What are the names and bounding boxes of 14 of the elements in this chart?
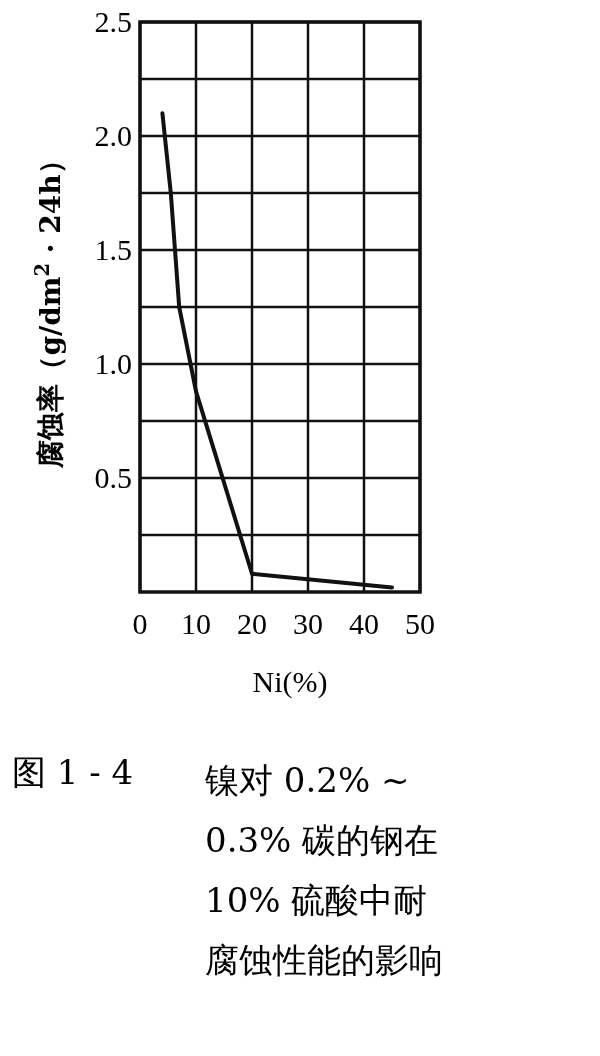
caption: 图 1 - 4 [12,751,134,794]
y-tick-label: 1.5 [94,233,132,266]
text: 镍对 0.2% ~ 0.3% 碳的钢在 10% 硫酸中耐腐蚀性能的影响 [205,759,444,982]
x-tick-label: 10 [181,607,211,640]
x-tick-label: 40 [349,607,379,640]
x-tick-label: 20 [237,607,267,640]
y-tick-label: 2.0 [94,119,132,152]
y-tick-label: 2.5 [94,5,132,38]
y-tick-label: 0.5 [94,461,132,494]
x-axis-title: Ni(%) [252,665,328,699]
y-tick-label: 1.0 [94,347,132,380]
x-tick-label: 50 [405,607,435,640]
x-tick-label: 0 [132,607,148,640]
x-tick-label: 30 [293,607,323,640]
